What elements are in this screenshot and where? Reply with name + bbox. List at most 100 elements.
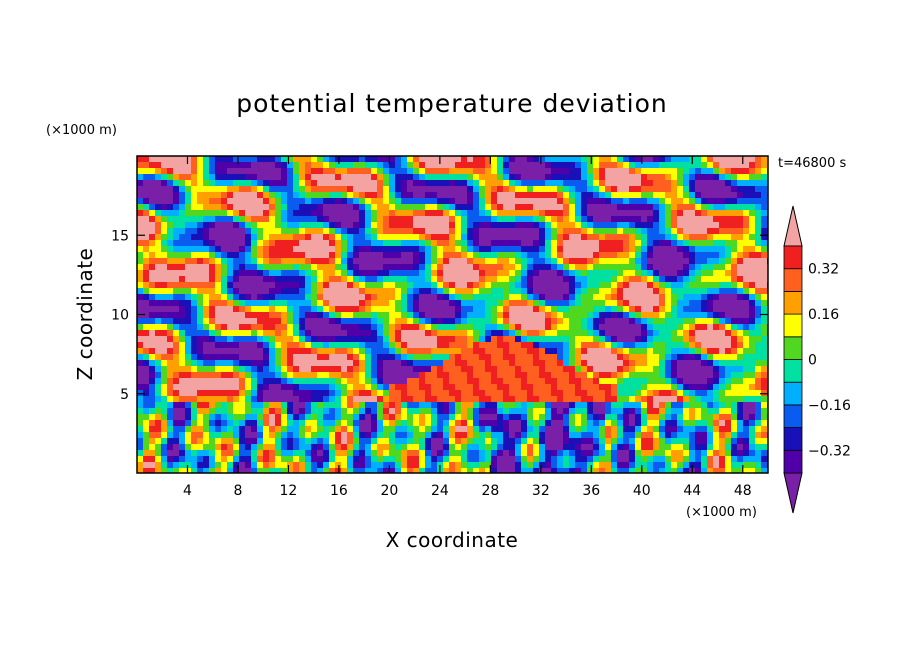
contour-cell (491, 306, 498, 313)
contour-cell (587, 318, 594, 325)
contour-cell (539, 378, 546, 385)
contour-cell (659, 420, 666, 427)
contour-cell (269, 414, 276, 421)
contour-cell (533, 282, 540, 289)
contour-cell (503, 324, 510, 331)
contour-cell (593, 318, 600, 325)
contour-cell (227, 306, 234, 313)
contour-cell (575, 192, 582, 199)
contour-cell (407, 360, 414, 367)
contour-cell (341, 426, 348, 433)
contour-cell (689, 318, 696, 325)
contour-cell (401, 408, 408, 415)
contour-cell (695, 186, 702, 193)
contour-cell (359, 300, 366, 307)
contour-cell (659, 384, 666, 391)
contour-cell (677, 246, 684, 253)
contour-cell (155, 396, 162, 403)
contour-cell (341, 306, 348, 313)
contour-cell (611, 408, 618, 415)
contour-cell (509, 156, 516, 163)
contour-cell (689, 324, 696, 331)
contour-cell (353, 306, 360, 313)
contour-cell (731, 264, 738, 271)
contour-cell (461, 312, 468, 319)
contour-cell (569, 294, 576, 301)
contour-cell (581, 216, 588, 223)
contour-cell (413, 276, 420, 283)
contour-cell (605, 342, 612, 349)
contour-cell (719, 240, 726, 247)
contour-cell (305, 240, 312, 247)
contour-cell (545, 354, 552, 361)
contour-cell (479, 270, 486, 277)
contour-cell (173, 222, 180, 229)
contour-cell (317, 330, 324, 337)
contour-cell (707, 264, 714, 271)
contour-cell (569, 312, 576, 319)
contour-cell (719, 426, 726, 433)
contour-cell (359, 360, 366, 367)
contour-cell (305, 354, 312, 361)
contour-cell (707, 342, 714, 349)
contour-cell (509, 174, 516, 181)
contour-cell (707, 306, 714, 313)
contour-cell (413, 264, 420, 271)
contour-cell (569, 342, 576, 349)
contour-cell (731, 354, 738, 361)
contour-cell (539, 402, 546, 409)
contour-cell (395, 186, 402, 193)
contour-cell (527, 342, 534, 349)
contour-cell (659, 240, 666, 247)
contour-cell (503, 276, 510, 283)
contour-cell (143, 270, 150, 277)
contour-cell (581, 288, 588, 295)
contour-cell (431, 162, 438, 169)
contour-cell (725, 162, 732, 169)
contour-cell (365, 204, 372, 211)
contour-cell (593, 294, 600, 301)
contour-cell (377, 156, 384, 163)
contour-cell (263, 432, 270, 439)
contour-cell (749, 246, 756, 253)
contour-cell (737, 252, 744, 259)
contour-cell (245, 348, 252, 355)
contour-cell (737, 258, 744, 265)
contour-cell (719, 228, 726, 235)
contour-cell (449, 420, 456, 427)
contour-cell (491, 156, 498, 163)
contour-cell (311, 396, 318, 403)
contour-cell (629, 168, 636, 175)
contour-cell (485, 222, 492, 229)
contour-cell (743, 420, 750, 427)
contour-cell (365, 432, 372, 439)
contour-cell (479, 174, 486, 181)
contour-cell (545, 228, 552, 235)
contour-cell (713, 228, 720, 235)
contour-cell (443, 294, 450, 301)
contour-cell (305, 390, 312, 397)
contour-cell (455, 366, 462, 373)
contour-cell (143, 204, 150, 211)
contour-cell (443, 234, 450, 241)
contour-cell (695, 240, 702, 247)
contour-cell (185, 402, 192, 409)
contour-cell (293, 420, 300, 427)
contour-cell (665, 318, 672, 325)
contour-cell (221, 348, 228, 355)
contour-cell (617, 270, 624, 277)
contour-cell (743, 192, 750, 199)
contour-cell (479, 180, 486, 187)
contour-cell (167, 204, 174, 211)
contour-cell (239, 228, 246, 235)
contour-cell (599, 432, 606, 439)
contour-cell (311, 372, 318, 379)
contour-cell (191, 354, 198, 361)
contour-cell (365, 156, 372, 163)
contour-cell (329, 354, 336, 361)
contour-cell (143, 210, 150, 217)
contour-cell (557, 390, 564, 397)
contour-cell (293, 306, 300, 313)
contour-cell (599, 198, 606, 205)
contour-cell (593, 156, 600, 163)
